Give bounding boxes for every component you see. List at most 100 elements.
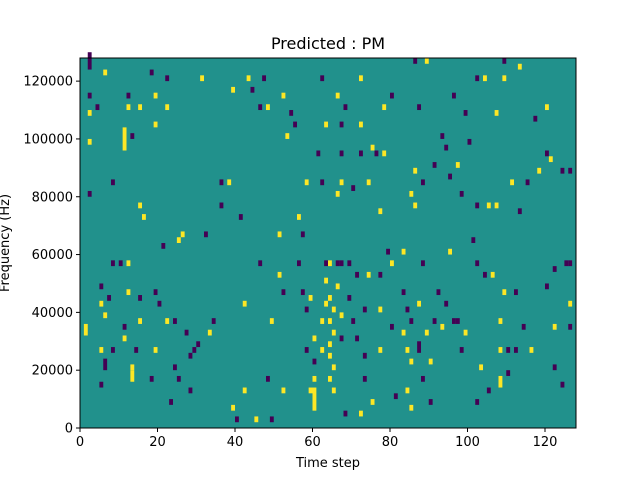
heatmap-cell [281, 289, 286, 296]
heatmap-cell [227, 179, 232, 186]
heatmap-cell [258, 260, 263, 267]
heatmap-cell [409, 190, 414, 197]
heatmap-cell [149, 69, 154, 76]
heatmap-cell [362, 375, 367, 382]
heatmap-cell [126, 289, 131, 296]
x-axis-ticks: 0 20 40 60 80 100 120 [76, 428, 557, 450]
heatmap-cell [382, 150, 387, 157]
heatmap-cell [494, 202, 499, 209]
heatmap-cell [552, 323, 557, 330]
heatmap-cell [432, 162, 437, 168]
heatmap-cell [378, 271, 383, 278]
heatmap-cell [421, 179, 425, 186]
heatmap-cell [266, 375, 270, 382]
heatmap-cell [483, 75, 487, 82]
heatmap-cell [335, 260, 340, 267]
heatmap-cell [517, 63, 522, 70]
heatmap-cell [568, 260, 573, 267]
heatmap-cell [545, 104, 549, 111]
heatmap-cell [533, 115, 538, 122]
heatmap-cell [87, 92, 92, 99]
heatmap-cell [424, 329, 429, 336]
heatmap-cell [165, 75, 170, 82]
heatmap-cell [393, 393, 398, 400]
heatmap-cell [471, 237, 476, 243]
heatmap-cell [432, 318, 437, 324]
heatmap-cell [359, 150, 363, 157]
heatmap-cell [502, 289, 507, 296]
heatmap-cell [320, 179, 325, 186]
heatmap-cell [548, 156, 553, 163]
heatmap-cell [343, 410, 348, 417]
heatmap-cell [374, 150, 379, 157]
heatmap-cell [246, 75, 251, 82]
heatmap-cell [250, 86, 255, 93]
heatmap-cell [95, 104, 100, 111]
heatmap-cell [122, 323, 127, 330]
heatmap-cell [560, 167, 565, 174]
heatmap-cell [494, 110, 499, 116]
heatmap-cell [126, 104, 131, 111]
heatmap-cell [297, 260, 301, 267]
x-tick-label: 80 [382, 435, 399, 450]
heatmap-cell [486, 202, 491, 209]
heatmap-cell [126, 92, 131, 99]
heatmap-cell [281, 92, 286, 99]
heatmap-cell [153, 289, 158, 296]
heatmap-cell [293, 121, 298, 128]
heatmap-cell [130, 370, 135, 382]
heatmap-cell [335, 92, 340, 99]
heatmap-cell [362, 352, 367, 359]
heatmap-cell [475, 202, 480, 209]
heatmap-cell [83, 323, 88, 336]
heatmap-cell [428, 358, 433, 365]
heatmap-cell [401, 329, 406, 336]
y-axis-label: Frequency (Hz) [0, 194, 13, 292]
heatmap-cell [545, 283, 549, 290]
heatmap-cell [339, 260, 344, 267]
heatmap-cell [188, 387, 193, 394]
heatmap-cell [269, 416, 274, 423]
heatmap-cell [378, 347, 383, 353]
heatmap-cell [359, 121, 363, 128]
heatmap-cell [448, 248, 453, 255]
heatmap-cell [378, 208, 383, 215]
heatmap-cell [335, 190, 340, 197]
heatmap-cell [390, 92, 394, 99]
heatmap-cell [258, 104, 263, 111]
heatmap-cell [568, 167, 573, 174]
heatmap-cell [308, 387, 313, 394]
heatmap-cell [560, 381, 565, 388]
heatmap-cell [173, 318, 177, 324]
heatmap-cell [510, 179, 515, 186]
heatmap-cell [277, 231, 282, 238]
x-tick-label: 100 [455, 435, 480, 450]
heatmap-cell [475, 260, 480, 267]
heatmap-cell [99, 347, 104, 353]
x-tick-label: 40 [227, 435, 244, 450]
heatmap-cell [347, 260, 352, 267]
heatmap-cell [444, 144, 449, 151]
heatmap-cell [331, 387, 336, 394]
heatmap-cell [312, 335, 317, 342]
heatmap-cell [126, 260, 131, 267]
heatmap-cell [328, 341, 332, 348]
heatmap-cell [413, 202, 418, 209]
heatmap-cell [331, 329, 336, 336]
heatmap-cell [266, 104, 270, 111]
heatmap-cell [390, 323, 394, 330]
heatmap-cell [444, 300, 449, 307]
heatmap-cell [262, 75, 267, 82]
heatmap-cell [459, 347, 464, 353]
heatmap-cell [153, 347, 158, 353]
heatmap-cell [320, 318, 325, 324]
heatmap-cell [320, 347, 325, 353]
heatmap-cell [300, 231, 305, 238]
heatmap-cell [339, 150, 344, 157]
heatmap-cell [242, 300, 247, 307]
y-tick-label: 0 [65, 422, 73, 437]
heatmap-cell [502, 75, 507, 82]
heatmap-cell [184, 329, 189, 336]
heatmap-cell [405, 347, 410, 353]
